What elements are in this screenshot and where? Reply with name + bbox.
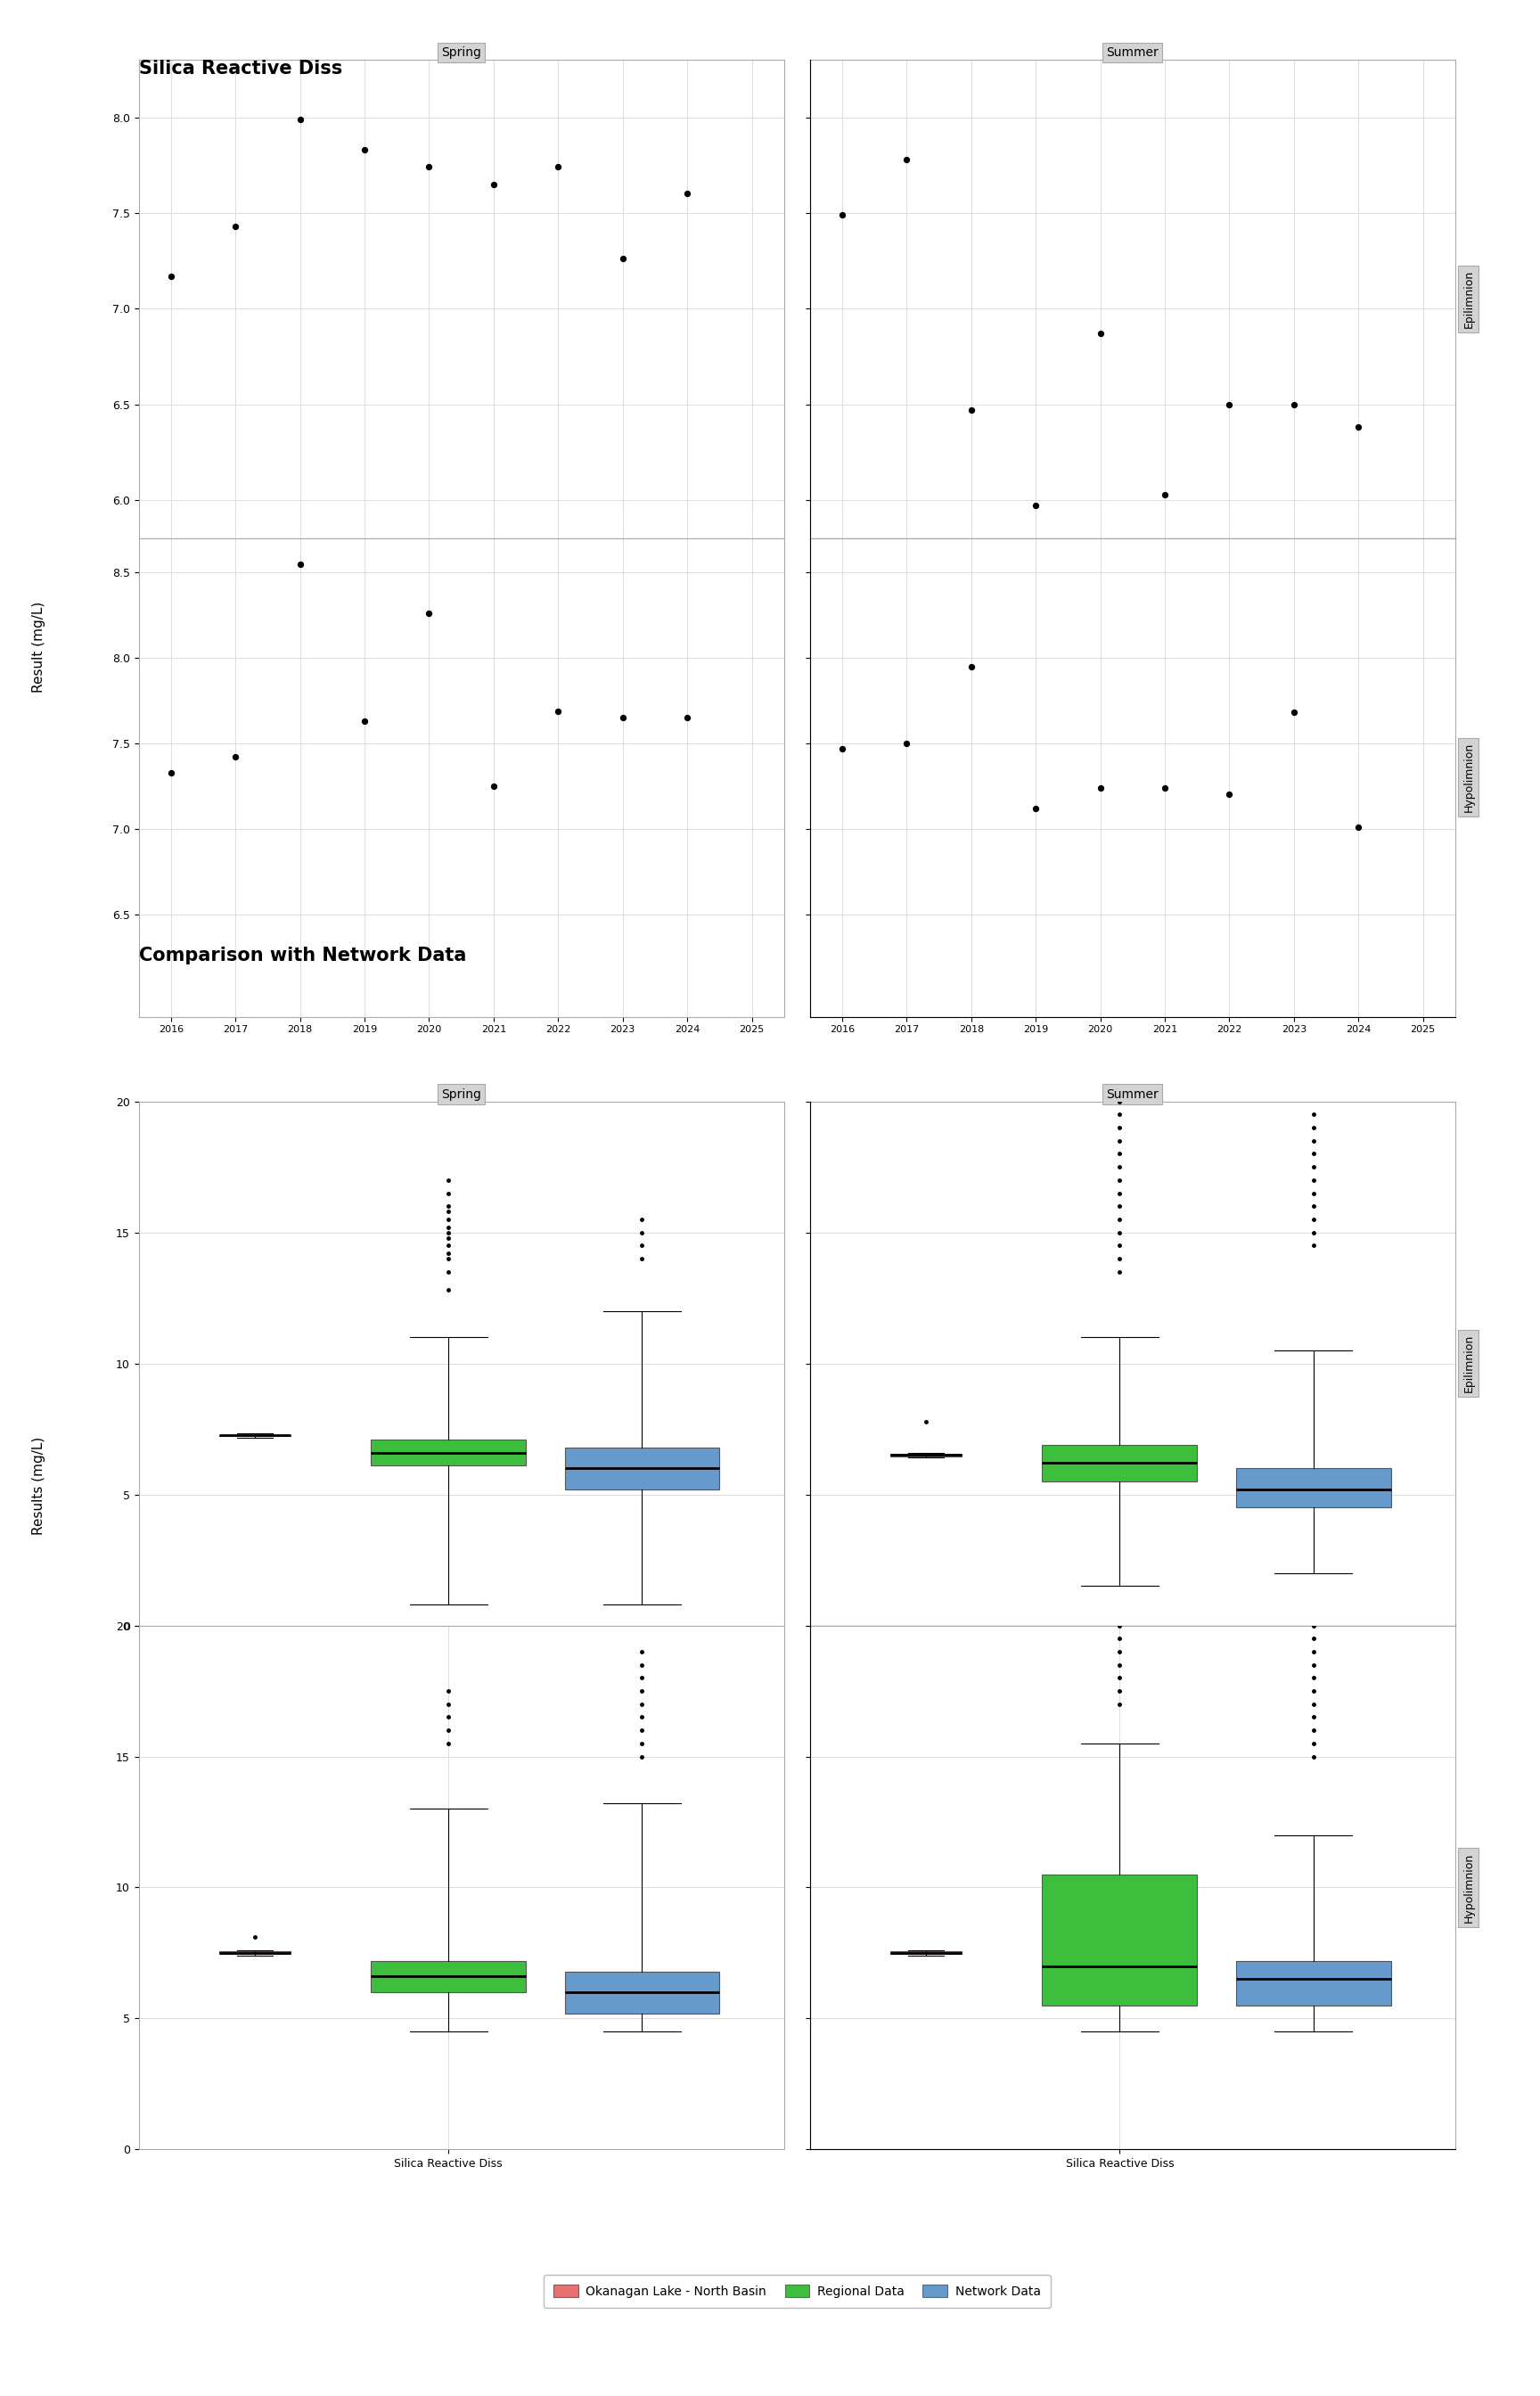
Point <box>482 165 507 204</box>
Text: Silica Reactive Diss: Silica Reactive Diss <box>139 60 342 77</box>
Point <box>288 544 313 582</box>
Y-axis label: Epilimnion: Epilimnion <box>1463 271 1474 328</box>
Point <box>545 692 570 731</box>
Point <box>1087 769 1112 807</box>
Point <box>417 149 442 187</box>
Point <box>610 700 634 738</box>
Point <box>223 206 248 244</box>
Point <box>1152 474 1177 513</box>
Point <box>545 149 570 187</box>
Point <box>353 132 377 170</box>
PathPatch shape <box>1235 1469 1391 1507</box>
Point <box>288 101 313 139</box>
PathPatch shape <box>890 1454 961 1457</box>
Title: Spring: Spring <box>442 46 482 60</box>
Point <box>482 767 507 805</box>
PathPatch shape <box>371 1960 525 1991</box>
Text: Results (mg/L): Results (mg/L) <box>32 1435 45 1536</box>
Point <box>610 240 634 278</box>
Point <box>895 724 919 762</box>
Point <box>1281 386 1306 424</box>
Point <box>1217 776 1241 815</box>
Text: Comparison with Network Data: Comparison with Network Data <box>139 946 467 963</box>
Y-axis label: Hypolimnion: Hypolimnion <box>1463 1852 1474 1922</box>
Point <box>1346 407 1371 446</box>
Point <box>1152 769 1177 807</box>
Point <box>959 391 984 429</box>
Legend: Okanagan Lake - North Basin, Regional Data, Network Data: Okanagan Lake - North Basin, Regional Da… <box>544 2274 1050 2307</box>
Point <box>1024 788 1049 827</box>
PathPatch shape <box>1235 1960 1391 2005</box>
Point <box>959 647 984 685</box>
Point <box>1346 807 1371 846</box>
PathPatch shape <box>890 1953 961 1955</box>
Point <box>1024 486 1049 525</box>
Point <box>159 256 183 295</box>
Point <box>417 594 442 633</box>
Point <box>1087 314 1112 352</box>
PathPatch shape <box>371 1440 525 1466</box>
Text: Result (mg/L): Result (mg/L) <box>32 601 45 692</box>
PathPatch shape <box>1043 1445 1197 1481</box>
PathPatch shape <box>565 1972 719 2013</box>
PathPatch shape <box>565 1447 719 1490</box>
Point <box>1217 386 1241 424</box>
Title: Spring: Spring <box>442 1088 482 1100</box>
Point <box>895 141 919 180</box>
Title: Summer: Summer <box>1106 46 1158 60</box>
Point <box>830 196 855 235</box>
Y-axis label: Epilimnion: Epilimnion <box>1463 1335 1474 1392</box>
Point <box>675 700 699 738</box>
Point <box>159 752 183 791</box>
Title: Summer: Summer <box>1106 1088 1158 1100</box>
Point <box>1281 692 1306 731</box>
Point <box>223 738 248 776</box>
Point <box>353 702 377 740</box>
PathPatch shape <box>1043 1874 1197 2005</box>
PathPatch shape <box>219 1953 290 1955</box>
Point <box>675 175 699 213</box>
Y-axis label: Hypolimnion: Hypolimnion <box>1463 743 1474 812</box>
Point <box>830 728 855 767</box>
